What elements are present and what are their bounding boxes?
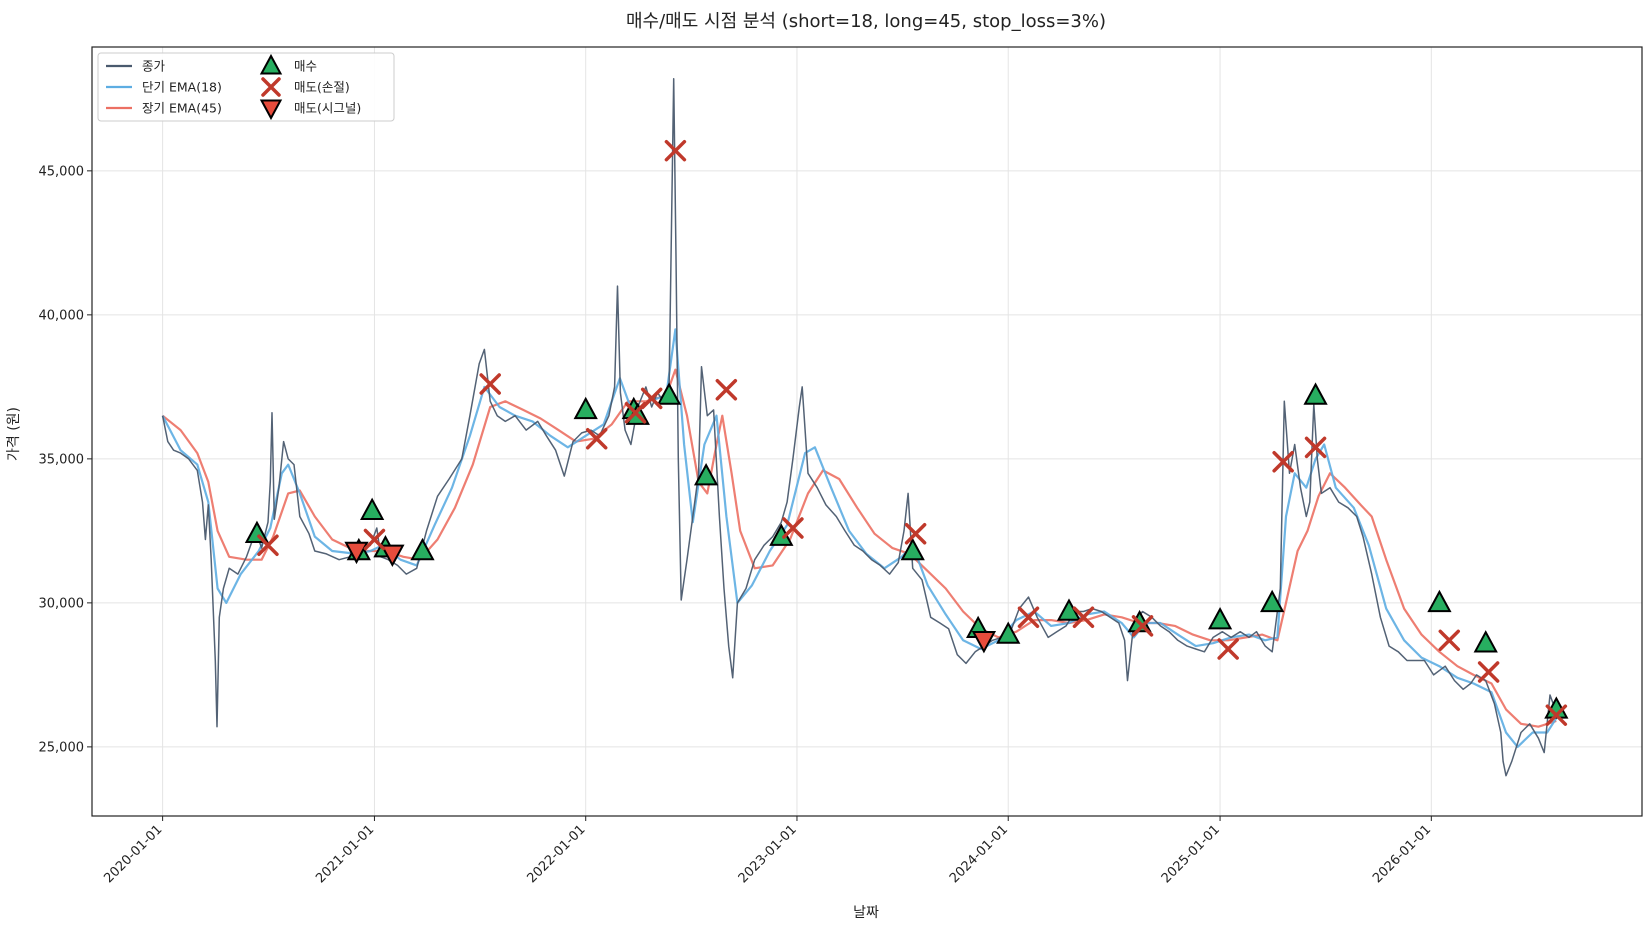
buy-marker [996, 621, 1021, 644]
y-tick-label: 25,000 [39, 740, 85, 755]
buy-marker [900, 537, 925, 561]
legend-swatch-sell-signal [259, 99, 283, 121]
buy-marker [1260, 589, 1285, 613]
legend-label: 장기 EMA(45) [142, 101, 222, 116]
sell-signal-marker [971, 631, 997, 654]
legend-label: 종가 [142, 59, 166, 74]
y-axis-title: 가격 (원) [6, 407, 22, 461]
buy-marker [573, 396, 598, 420]
y-tick-label: 35,000 [39, 452, 85, 467]
sell-stop-marker [1217, 638, 1239, 660]
legend-swatch-buy [259, 53, 283, 75]
sell-stop-marker [1017, 606, 1040, 629]
legend-box [97, 52, 395, 122]
y-tick-label: 45,000 [39, 164, 85, 179]
buy-marker [410, 537, 435, 561]
buy-marker [1427, 589, 1452, 613]
buy-marker [1207, 607, 1233, 630]
sell-stop-marker [1304, 436, 1327, 459]
sell-signal-marker [344, 541, 369, 565]
sell-stop-marker [715, 378, 738, 401]
chart-title: 매수/매도 시점 분석 (short=18, long=45, stop_los… [626, 11, 1106, 32]
plot-frame [91, 46, 1643, 817]
y-tick-label: 40,000 [39, 308, 85, 323]
sell-stop-marker [1545, 704, 1568, 726]
legend-swatch-sell-stop [261, 77, 281, 97]
y-tick-label: 30,000 [39, 596, 85, 611]
buy-marker [693, 463, 719, 486]
sell-stop-marker [904, 522, 927, 545]
buy-marker [360, 497, 385, 520]
buy-marker [1473, 630, 1498, 653]
sell-stop-marker [664, 139, 687, 162]
sell-stop-marker [1438, 629, 1461, 652]
legend-label: 매수 [294, 59, 317, 74]
sell-stop-marker [585, 427, 608, 450]
sell-stop-marker [479, 373, 501, 395]
legend-label: 매도(손절) [294, 80, 350, 95]
sell-stop-marker [640, 387, 663, 410]
sell-stop-marker [363, 528, 386, 551]
buy-marker [1303, 382, 1328, 405]
sell-stop-marker [257, 534, 279, 557]
sell-stop-marker [782, 517, 804, 539]
sell-stop-marker [1272, 450, 1294, 473]
markers [244, 139, 1569, 726]
sell-signal-marker [380, 544, 405, 568]
sell-stop-marker [1072, 606, 1095, 629]
sell-stop-marker [1131, 615, 1154, 637]
legend-label: 단기 EMA(18) [142, 80, 222, 95]
sell-stop-marker [1477, 661, 1500, 683]
buy-marker [656, 382, 682, 405]
x-axis-title: 날짜 [853, 905, 879, 921]
legend-label: 매도(시그널) [294, 101, 361, 116]
